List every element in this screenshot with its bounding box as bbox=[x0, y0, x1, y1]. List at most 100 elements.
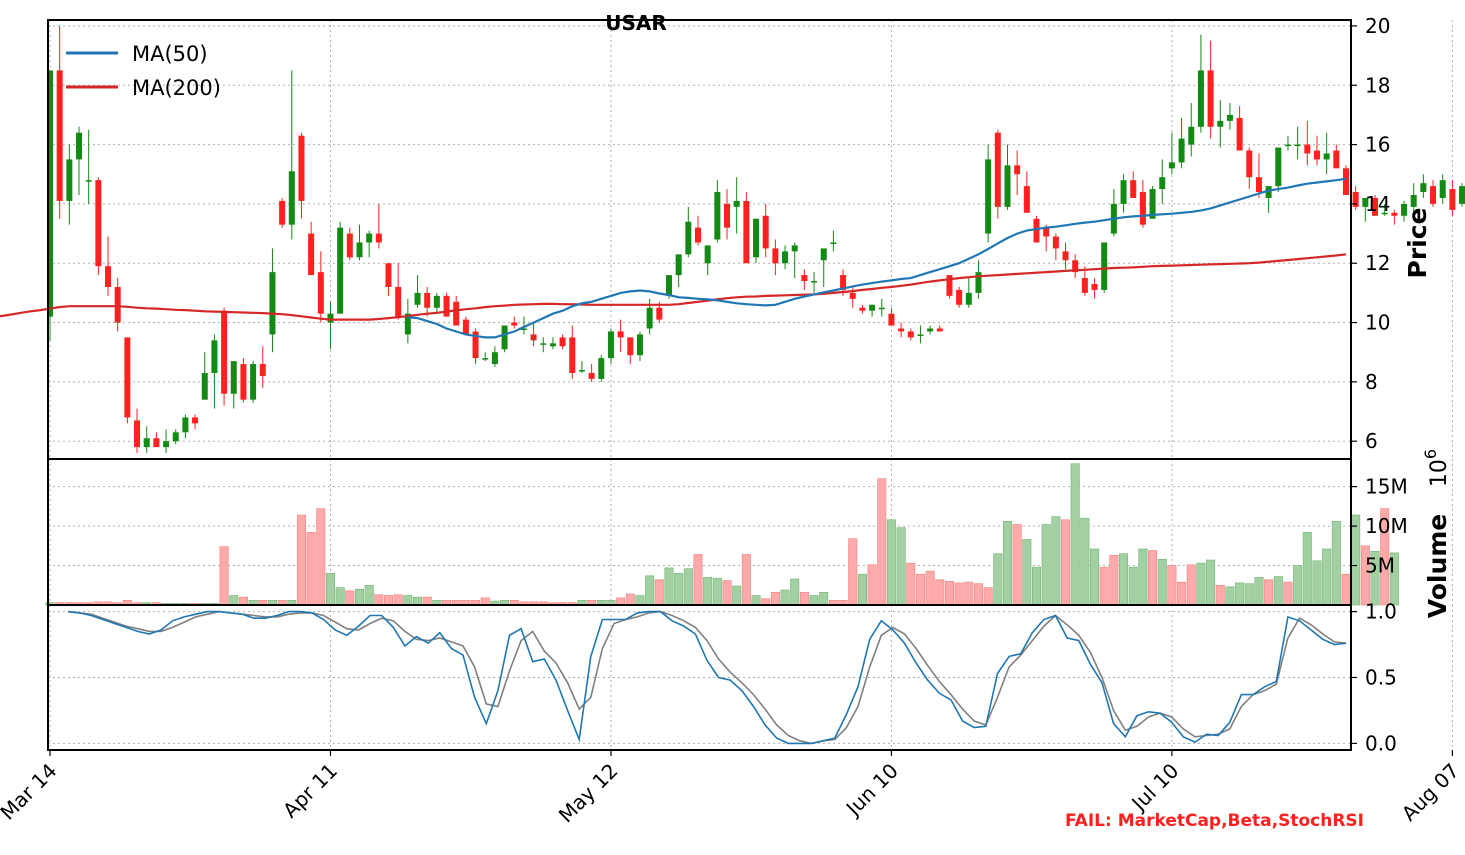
candle-body bbox=[772, 248, 779, 264]
candle-body bbox=[665, 275, 672, 296]
price-tick-label: 10 bbox=[1365, 311, 1390, 335]
price-tick-label: 20 bbox=[1365, 14, 1390, 38]
candle-body bbox=[636, 334, 643, 356]
stoch-grid bbox=[48, 605, 1453, 750]
volume-bar bbox=[1186, 564, 1196, 606]
volume-bar bbox=[296, 514, 306, 606]
volume-bar bbox=[1244, 583, 1254, 606]
candle-body bbox=[753, 218, 760, 258]
candle-body bbox=[1381, 212, 1388, 215]
candle-body bbox=[1362, 197, 1369, 207]
candle-body bbox=[1255, 177, 1262, 193]
volume-bar bbox=[848, 538, 858, 606]
candle-body bbox=[221, 310, 228, 394]
volume-bar bbox=[877, 478, 887, 606]
volume-bar bbox=[1235, 582, 1245, 606]
candle-body bbox=[1023, 186, 1030, 213]
volume-bar bbox=[1360, 545, 1370, 606]
volume-bar bbox=[780, 589, 790, 606]
candle-body bbox=[192, 417, 199, 424]
candle-body bbox=[1043, 227, 1050, 237]
volume-bar bbox=[645, 575, 655, 606]
volume-bar bbox=[229, 595, 239, 606]
volume-bar bbox=[364, 584, 374, 606]
stoch-axis-ticks: 0.0 0.5 1.0 bbox=[1351, 600, 1397, 755]
volume-bar bbox=[1206, 559, 1216, 606]
price-tick-label: 12 bbox=[1365, 251, 1390, 275]
volume-bar bbox=[625, 593, 635, 606]
volume-bar bbox=[790, 578, 800, 606]
volume-bar bbox=[393, 594, 403, 606]
volume-bar bbox=[1128, 566, 1138, 606]
candle-body bbox=[443, 295, 450, 317]
candle-body bbox=[424, 292, 431, 308]
volume-bar bbox=[809, 595, 819, 606]
volume-bar bbox=[664, 567, 674, 606]
candle-body bbox=[172, 432, 179, 442]
volume-bar bbox=[964, 581, 974, 606]
candle-body bbox=[1372, 197, 1379, 216]
candle-body bbox=[646, 307, 653, 329]
price-axis-label: Price bbox=[1403, 208, 1432, 279]
candle-body bbox=[936, 328, 943, 332]
volume-bar bbox=[1177, 581, 1187, 606]
volume-bar bbox=[374, 594, 384, 606]
candle-body bbox=[695, 227, 701, 243]
volume-bar bbox=[1090, 548, 1100, 606]
volume-bar bbox=[674, 573, 684, 606]
candle-body bbox=[317, 272, 324, 314]
volume-bar bbox=[480, 597, 490, 606]
volume-axis-ticks: 5M 10M 15M bbox=[1351, 475, 1408, 578]
candle-body bbox=[588, 372, 595, 379]
fail-note: FAIL: MarketCap,Beta,StochRSI bbox=[1065, 811, 1364, 831]
candle-body bbox=[559, 337, 566, 347]
candle-body bbox=[1265, 186, 1272, 198]
candle-body bbox=[230, 361, 237, 394]
volume-bar bbox=[325, 573, 335, 606]
volume-bar bbox=[867, 564, 877, 606]
volume-bar bbox=[1283, 581, 1293, 606]
candle-body bbox=[1178, 138, 1185, 163]
volume-bar bbox=[925, 570, 935, 606]
price-tick-label: 18 bbox=[1365, 73, 1390, 97]
volume-bar bbox=[1215, 584, 1225, 606]
candle-body bbox=[433, 295, 440, 308]
candle-body bbox=[1004, 165, 1011, 207]
volume-bar bbox=[1312, 560, 1322, 606]
volume-bar bbox=[1099, 566, 1109, 606]
candle-body bbox=[1091, 283, 1098, 290]
volume-bar bbox=[1012, 524, 1022, 606]
candle-body bbox=[733, 200, 740, 207]
candle-body bbox=[917, 334, 924, 336]
candle-body bbox=[1033, 218, 1040, 243]
volume-scale-label: 106 bbox=[1421, 449, 1452, 487]
candle-body bbox=[1052, 236, 1059, 249]
volume-bar bbox=[1341, 573, 1351, 606]
volume-bar bbox=[1080, 517, 1090, 606]
candle-body bbox=[724, 203, 731, 228]
volume-bar bbox=[635, 595, 645, 606]
volume-bar bbox=[1070, 463, 1080, 606]
candle-body bbox=[395, 286, 402, 317]
legend: MA(50) MA(200) bbox=[66, 42, 221, 100]
candle-body bbox=[782, 251, 789, 264]
volume-bar bbox=[1254, 577, 1264, 606]
date-tick-label: Jul 10 bbox=[1126, 759, 1184, 817]
volume-bar bbox=[1002, 521, 1012, 606]
candle-body bbox=[366, 233, 373, 243]
volume-bar bbox=[1051, 516, 1061, 606]
volume-axis-label: Volume bbox=[1423, 514, 1452, 619]
volume-bar bbox=[944, 581, 954, 606]
candle-body bbox=[569, 337, 576, 373]
volume-bar bbox=[422, 596, 432, 606]
volume-bar bbox=[616, 597, 626, 606]
candle-body bbox=[1420, 183, 1427, 193]
volume-scale-base: 10 bbox=[1427, 459, 1452, 487]
volume-bar bbox=[906, 562, 916, 606]
volume-bar bbox=[712, 577, 722, 606]
candle-body bbox=[1081, 278, 1088, 293]
volume-bar bbox=[819, 592, 829, 606]
candle-body bbox=[114, 286, 121, 323]
volume-tick-label: 10M bbox=[1365, 514, 1408, 538]
